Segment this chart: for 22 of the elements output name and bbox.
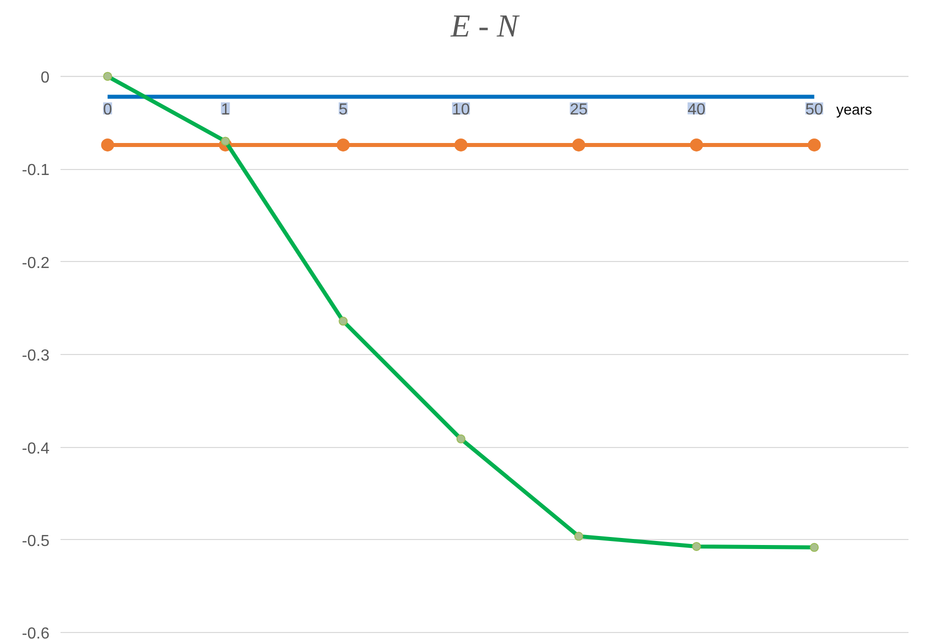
y-tick-label: -0.3: [22, 348, 50, 365]
y-tick-label: -0.1: [22, 162, 50, 180]
x-axis-title: years: [836, 102, 872, 118]
point: [572, 138, 586, 152]
y-tick-label: 0: [40, 69, 50, 86]
x-tick-label: 5: [338, 101, 348, 118]
y-tick-label: -0.5: [22, 532, 50, 550]
x-tick-label: 40: [688, 101, 706, 118]
x-tick-label: 0: [103, 101, 112, 118]
point: [454, 138, 468, 152]
point: [690, 138, 703, 152]
y-tick-label: -0.4: [22, 440, 50, 458]
x-tick-label: 25: [570, 101, 588, 118]
x-tick-label: 50: [805, 101, 824, 118]
chart-title: E - N: [450, 8, 520, 44]
x-tick-label: 10: [452, 101, 470, 118]
y-tick-label: -0.6: [22, 626, 50, 640]
point: [101, 138, 114, 152]
y-tick-label: -0.2: [22, 254, 50, 272]
x-tick-label: 1: [220, 101, 230, 118]
point: [808, 138, 821, 152]
point: [336, 138, 350, 152]
